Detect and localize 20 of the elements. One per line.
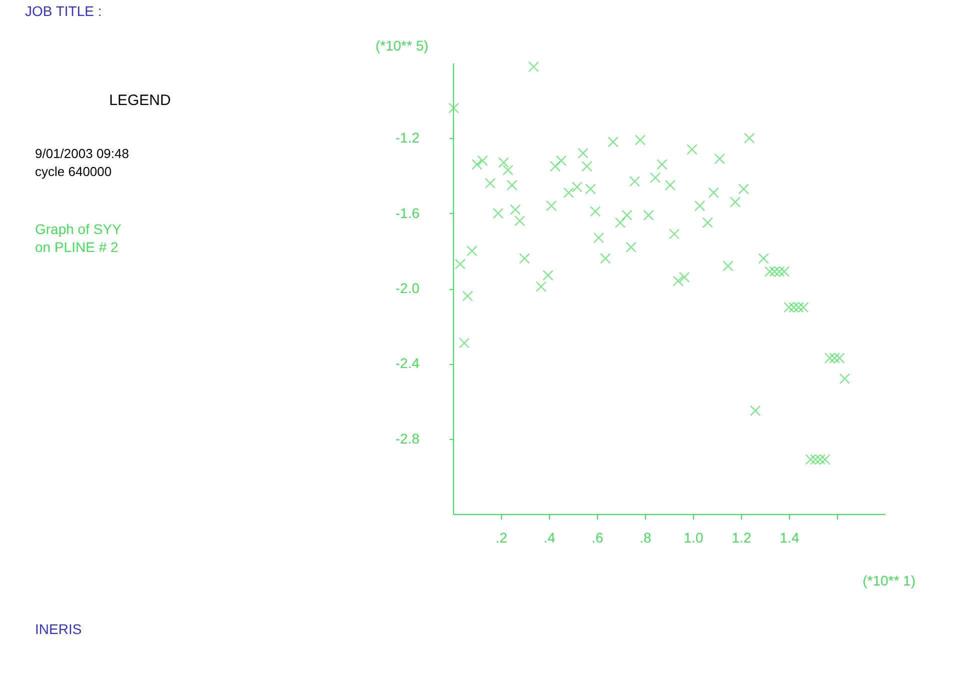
y-tick-label: -1.6 xyxy=(395,204,420,221)
y-axis-title: (*10** 5) xyxy=(376,38,428,54)
y-tick-label: -2.8 xyxy=(395,430,420,446)
x-tick-label: .4 xyxy=(544,530,556,546)
x-tick-label: .2 xyxy=(496,530,508,546)
x-axis-title: (*10** 1) xyxy=(862,572,916,588)
x-tick-label: 1.2 xyxy=(732,530,752,546)
y-tick-label: -2.4 xyxy=(395,355,420,372)
text: cycle 640000 xyxy=(35,164,112,179)
text: 9/01/2003 09:48 xyxy=(35,146,129,161)
x-tick-label: 1.0 xyxy=(684,530,704,546)
text: LEGEND xyxy=(109,92,172,109)
x-tick-label: .6 xyxy=(592,530,604,546)
x-tick-label: .8 xyxy=(640,530,652,546)
y-tick-label: -1.2 xyxy=(395,130,420,146)
text: JOB TITLE : xyxy=(25,3,102,19)
y-tick-label: -2.0 xyxy=(395,280,420,296)
x-tick-label: 1.4 xyxy=(780,530,800,546)
text: INERIS xyxy=(35,621,82,637)
text: Graph of SYY on PLINE # 2 xyxy=(35,221,122,255)
